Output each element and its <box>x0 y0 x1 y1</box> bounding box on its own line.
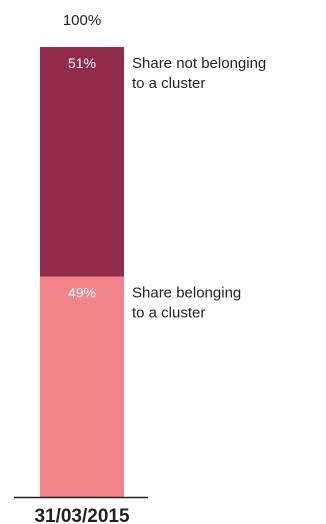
bar-segment-not-belonging <box>40 47 124 277</box>
series-label-not-belonging: Share not belonging to a cluster <box>132 55 266 92</box>
series-label-line: to a cluster <box>132 305 205 322</box>
series-label-line: Share not belonging <box>132 55 266 72</box>
series-label-belonging: Share belonging to a cluster <box>132 285 241 322</box>
total-label: 100% <box>63 12 101 29</box>
value-label-not-belonging: 51% <box>68 55 96 71</box>
value-label-belonging: 49% <box>68 285 96 301</box>
labels-group: 49% Share belonging to a cluster 51% Share n… <box>68 55 266 322</box>
series-label-line: Share belonging <box>132 285 241 302</box>
bars-group <box>40 47 124 497</box>
series-label-line: to a cluster <box>132 75 205 92</box>
bar-segment-belonging <box>40 276 124 497</box>
x-tick-label: 31/03/2015 <box>34 506 130 524</box>
